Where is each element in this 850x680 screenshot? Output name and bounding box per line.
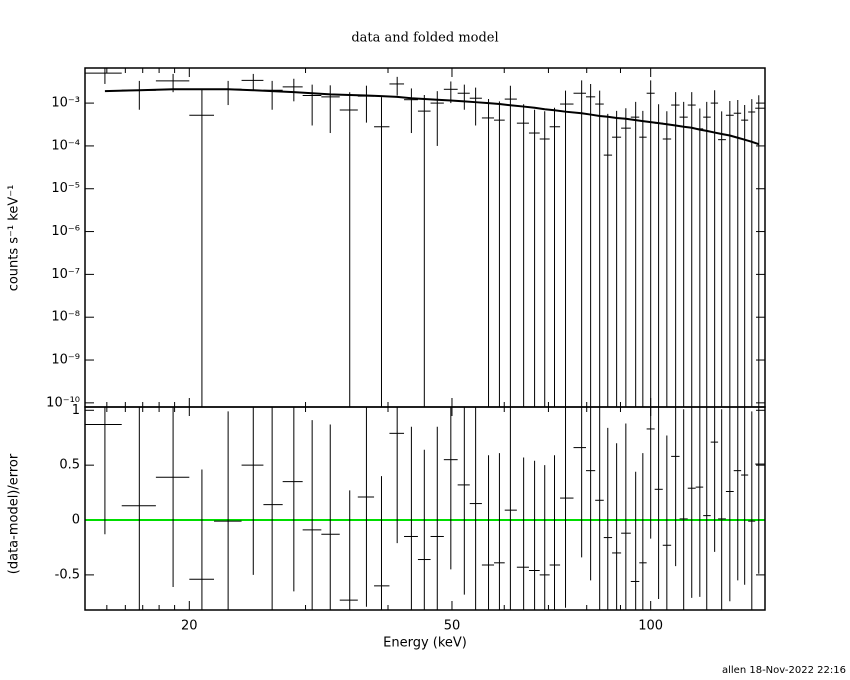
y-tick-label: 0.5 — [59, 458, 80, 473]
chart-title: data and folded model — [351, 31, 498, 46]
y-axis-label: (data-model)/error — [7, 453, 22, 574]
x-tick-label: 50 — [444, 619, 461, 634]
y-tick-label: 10⁻³ — [51, 96, 80, 111]
panel-frame — [84, 406, 766, 611]
y-tick-label: 0 — [72, 513, 80, 528]
panel-frame — [84, 67, 766, 408]
y-tick-label: 10⁻⁴ — [51, 138, 80, 153]
model-line — [104, 88, 760, 146]
x-tick-label: 20 — [181, 619, 198, 634]
plot-area — [85, 407, 765, 610]
y-tick-label: -0.5 — [55, 567, 80, 582]
y-tick-label: 10⁻⁸ — [51, 310, 80, 325]
y-tick-label: 1 — [72, 403, 80, 418]
y-tick-label: 10⁻⁹ — [51, 353, 80, 368]
plot-area — [85, 68, 765, 407]
y-tick-label: 10⁻⁷ — [51, 267, 80, 282]
y-tick-label: 10⁻⁶ — [51, 224, 80, 239]
y-tick-label: 10⁻⁵ — [51, 181, 80, 196]
x-tick-label: 100 — [638, 619, 663, 634]
x-axis-label: Energy (keV) — [383, 636, 467, 651]
y-tick-label: 10⁻¹⁰ — [46, 395, 80, 410]
footer: allen 18-Nov-2022 22:16 — [722, 665, 846, 676]
y-axis-label: counts s⁻¹ keV⁻¹ — [7, 185, 22, 292]
